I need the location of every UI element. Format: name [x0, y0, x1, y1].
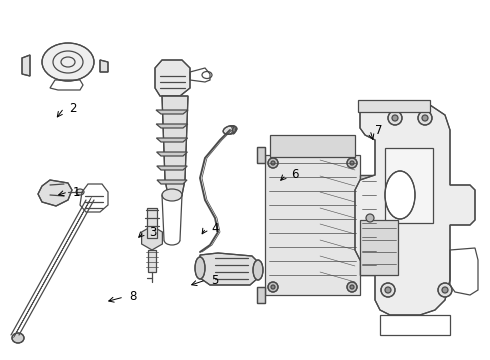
Ellipse shape [42, 43, 94, 81]
Polygon shape [156, 124, 188, 128]
Text: 2: 2 [69, 102, 76, 114]
Circle shape [438, 283, 452, 297]
Bar [270, 135, 355, 157]
Bar [358, 100, 430, 112]
Circle shape [385, 287, 391, 293]
Circle shape [388, 111, 402, 125]
Polygon shape [162, 96, 188, 198]
Circle shape [268, 282, 278, 292]
Ellipse shape [162, 189, 182, 201]
Text: 3: 3 [149, 225, 156, 238]
Polygon shape [157, 166, 187, 170]
Polygon shape [156, 138, 188, 142]
Circle shape [271, 161, 275, 165]
Ellipse shape [12, 333, 24, 343]
Text: 5: 5 [211, 274, 219, 287]
Circle shape [442, 287, 448, 293]
Text: 8: 8 [129, 291, 136, 303]
Polygon shape [360, 175, 378, 275]
Polygon shape [155, 60, 190, 96]
Bar [147, 208, 157, 238]
Circle shape [350, 285, 354, 289]
Polygon shape [156, 110, 188, 114]
Circle shape [347, 282, 357, 292]
Ellipse shape [195, 257, 205, 279]
Circle shape [271, 285, 275, 289]
Polygon shape [157, 152, 187, 156]
Polygon shape [257, 287, 265, 303]
Text: 1: 1 [73, 185, 80, 198]
Circle shape [422, 115, 428, 121]
Polygon shape [257, 147, 265, 163]
Polygon shape [142, 226, 162, 250]
Polygon shape [355, 105, 475, 315]
Circle shape [381, 283, 395, 297]
Bar [265, 155, 360, 295]
Polygon shape [200, 253, 258, 285]
Circle shape [418, 111, 432, 125]
Circle shape [268, 158, 278, 168]
Bar [148, 250, 156, 272]
Polygon shape [22, 55, 30, 76]
Circle shape [350, 161, 354, 165]
Text: 4: 4 [211, 221, 219, 234]
Circle shape [392, 115, 398, 121]
Ellipse shape [253, 260, 263, 280]
Text: 7: 7 [375, 123, 383, 136]
Bar [360, 220, 398, 275]
Polygon shape [38, 180, 72, 206]
Text: 6: 6 [291, 168, 298, 181]
Ellipse shape [223, 126, 237, 134]
Circle shape [366, 214, 374, 222]
Circle shape [347, 158, 357, 168]
Ellipse shape [385, 171, 415, 219]
Polygon shape [157, 180, 187, 184]
Bar [385, 148, 433, 223]
Polygon shape [100, 60, 108, 72]
Ellipse shape [76, 189, 84, 195]
